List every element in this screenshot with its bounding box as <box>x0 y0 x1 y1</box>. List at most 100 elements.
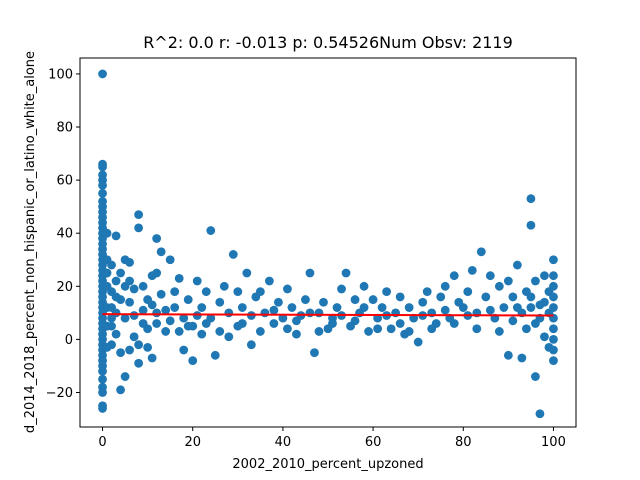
data-point <box>107 321 116 331</box>
data-point <box>427 324 437 334</box>
data-point <box>98 69 107 79</box>
data-point <box>125 276 134 286</box>
data-point <box>508 316 518 326</box>
data-point <box>526 194 536 204</box>
data-point <box>264 276 274 286</box>
data-point <box>485 271 495 281</box>
data-point <box>210 350 220 360</box>
data-point <box>125 297 134 307</box>
data-point <box>364 327 373 336</box>
data-point <box>152 319 162 328</box>
data-point <box>283 284 292 294</box>
x-tick-label: 80 <box>455 435 472 450</box>
data-point <box>224 308 234 318</box>
data-point <box>269 305 279 315</box>
data-point <box>458 303 468 312</box>
data-point <box>125 258 134 267</box>
data-point <box>116 385 125 395</box>
data-point <box>512 260 522 270</box>
data-point <box>174 327 184 336</box>
data-point <box>535 300 545 310</box>
data-point <box>111 308 121 318</box>
data-point <box>503 276 513 286</box>
data-point <box>522 324 531 334</box>
x-axis-label: 2002_2010_percent_upzoned <box>232 457 423 472</box>
data-point <box>508 292 518 302</box>
data-point <box>382 287 392 297</box>
data-point <box>197 303 207 312</box>
data-point <box>413 337 423 347</box>
data-point <box>192 276 202 286</box>
data-point <box>274 297 283 307</box>
data-point <box>228 250 238 259</box>
data-point <box>161 305 171 315</box>
data-point <box>305 308 315 318</box>
data-point <box>170 287 180 297</box>
data-point <box>98 181 107 190</box>
axes-frame <box>79 57 577 428</box>
data-point <box>242 268 252 278</box>
data-point <box>147 271 157 281</box>
y-tick-label: −20 <box>46 386 73 401</box>
data-point <box>549 335 558 344</box>
data-point <box>192 311 202 320</box>
data-point <box>494 281 504 291</box>
data-point <box>161 327 171 336</box>
data-point <box>310 348 319 358</box>
data-point <box>395 292 405 302</box>
data-point <box>116 268 125 278</box>
data-point <box>549 324 558 334</box>
data-point <box>107 340 116 350</box>
data-point <box>332 303 342 312</box>
data-point <box>111 276 121 286</box>
data-point <box>476 247 486 257</box>
data-point <box>341 268 351 278</box>
data-point <box>215 327 225 336</box>
y-axis-ticks: −20 0 20 40 60 80 100 <box>46 67 80 401</box>
y-tick-label: 80 <box>56 121 73 136</box>
data-point <box>368 295 378 304</box>
data-point <box>350 295 360 304</box>
data-point <box>531 276 540 286</box>
data-point <box>278 313 288 323</box>
x-tick-label: 40 <box>275 435 292 450</box>
data-point <box>138 281 148 291</box>
data-point <box>224 332 234 342</box>
data-point <box>337 284 346 294</box>
data-point <box>98 388 107 397</box>
data-point <box>255 327 265 336</box>
data-point <box>269 319 279 328</box>
data-point <box>512 303 522 312</box>
data-point <box>111 292 121 302</box>
data-point <box>134 340 144 350</box>
data-point <box>134 223 144 233</box>
data-point <box>120 372 130 381</box>
data-point <box>481 292 491 302</box>
y-axis-label: d_2014_2018_percent_non_hispanic_or_lati… <box>23 51 38 433</box>
data-point <box>206 226 216 235</box>
data-point <box>219 281 229 291</box>
data-point <box>147 353 157 363</box>
data-point <box>201 319 211 328</box>
data-point <box>549 281 558 291</box>
data-point <box>183 295 193 304</box>
y-tick-label: 60 <box>56 174 73 189</box>
data-point <box>463 287 473 297</box>
data-point <box>246 340 256 350</box>
data-point <box>517 353 527 363</box>
data-point <box>260 308 270 318</box>
data-point <box>418 297 428 307</box>
data-point <box>188 356 198 366</box>
data-point <box>233 287 243 297</box>
data-point <box>98 188 107 198</box>
data-point <box>440 281 450 291</box>
data-point <box>350 316 360 326</box>
data-point <box>183 321 193 331</box>
data-point <box>499 303 509 312</box>
data-point <box>503 350 513 360</box>
data-point <box>197 329 207 339</box>
x-tick-label: 60 <box>365 435 382 450</box>
data-point <box>111 329 121 339</box>
data-point <box>449 319 459 328</box>
